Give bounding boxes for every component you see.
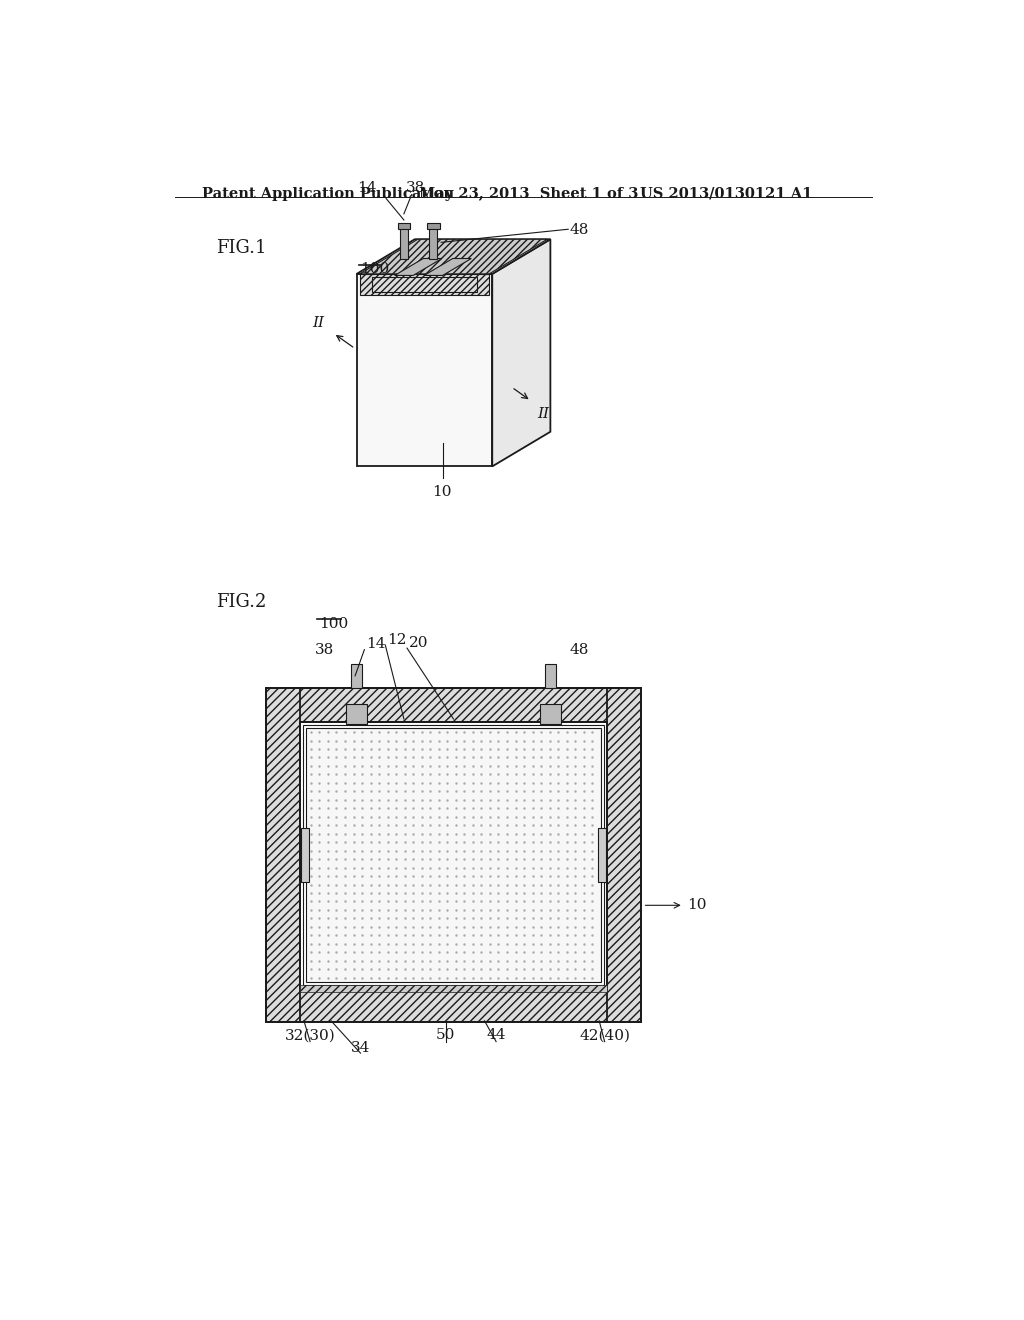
Text: 50: 50 (436, 1028, 456, 1043)
Polygon shape (359, 239, 547, 275)
Bar (266, 688, 641, 1022)
Text: 48: 48 (569, 643, 589, 656)
Polygon shape (356, 239, 550, 275)
Text: 38: 38 (407, 181, 426, 195)
Polygon shape (359, 275, 489, 296)
Text: 14: 14 (357, 181, 377, 195)
Bar (397, 223, 410, 230)
Text: 10: 10 (432, 484, 452, 499)
Bar (429, 226, 437, 259)
Text: US 2013/0130121 A1: US 2013/0130121 A1 (640, 187, 812, 201)
Polygon shape (266, 688, 300, 1022)
Text: May 23, 2013  Sheet 1 of 3: May 23, 2013 Sheet 1 of 3 (419, 187, 638, 201)
Bar (400, 226, 408, 259)
Text: 38: 38 (315, 643, 334, 656)
Polygon shape (283, 688, 624, 722)
Polygon shape (283, 989, 624, 1022)
Text: 48: 48 (569, 223, 589, 236)
Text: 44: 44 (486, 1028, 506, 1043)
Bar (351, 664, 362, 688)
Bar (300, 722, 607, 989)
Polygon shape (493, 239, 550, 466)
Bar (427, 223, 439, 230)
Text: 34: 34 (351, 1040, 371, 1055)
Text: II: II (538, 407, 549, 421)
Polygon shape (607, 688, 641, 1022)
Text: 20: 20 (409, 636, 428, 649)
Text: FIG.2: FIG.2 (216, 594, 266, 611)
Polygon shape (424, 259, 471, 276)
Text: 14: 14 (366, 638, 385, 651)
Text: FIG.1: FIG.1 (216, 239, 266, 257)
Polygon shape (394, 259, 442, 276)
Polygon shape (300, 985, 607, 993)
Bar (545, 664, 556, 688)
Text: 12: 12 (387, 632, 407, 647)
Bar (301, 829, 308, 882)
Bar (303, 725, 604, 985)
Text: II: II (312, 315, 324, 330)
Text: 42(40): 42(40) (580, 1028, 630, 1043)
Polygon shape (356, 275, 493, 466)
Text: Patent Application Publication: Patent Application Publication (202, 187, 454, 201)
Bar (598, 829, 606, 882)
Bar (346, 704, 368, 723)
Bar (540, 704, 561, 723)
Text: 32(30): 32(30) (285, 1028, 336, 1043)
Text: 100: 100 (360, 263, 390, 276)
Text: 100: 100 (318, 616, 348, 631)
Bar (306, 729, 601, 982)
Text: 10: 10 (687, 899, 707, 912)
